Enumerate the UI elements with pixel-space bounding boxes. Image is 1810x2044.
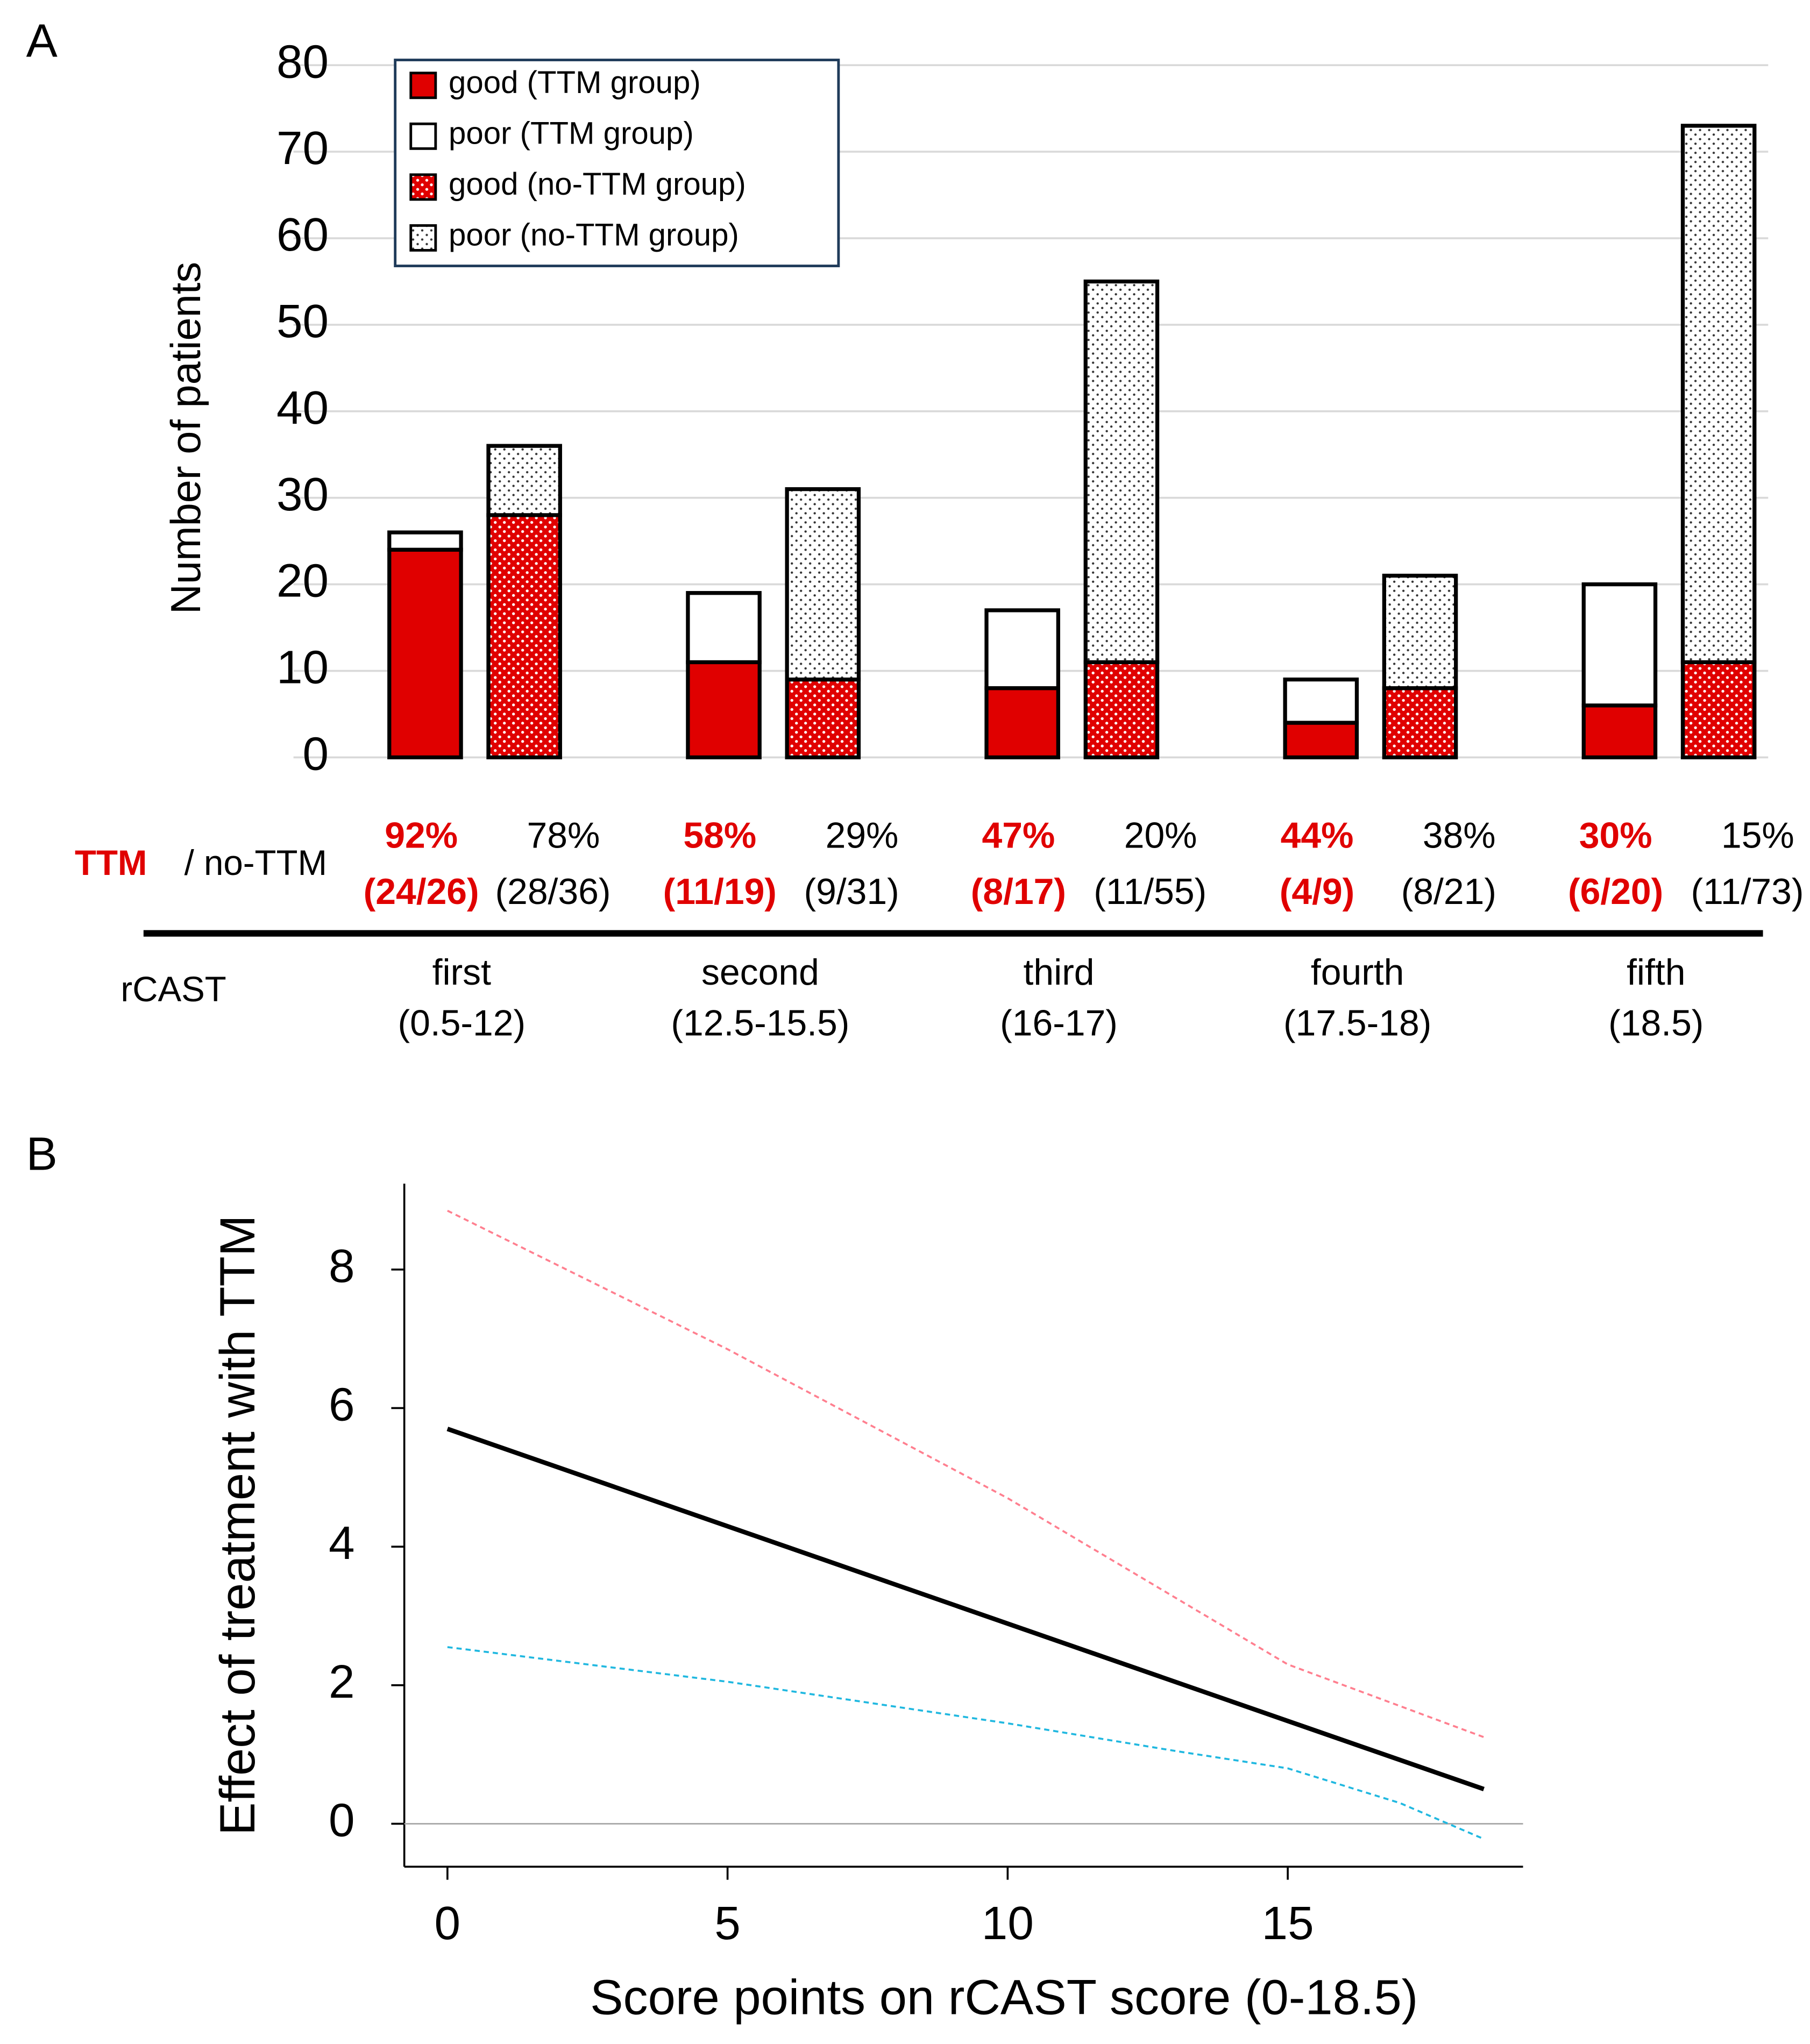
rate-label: (9/31) [804, 872, 899, 912]
rate-label: (6/20) [1568, 872, 1663, 912]
y-tick-label: 70 [276, 122, 329, 174]
rate-label: 20% [1124, 816, 1197, 856]
legend: good (TTM group) poor (TTM group) good (no… [394, 59, 840, 267]
rate-label: 15% [1721, 816, 1794, 856]
legend-label: good (no-TTM group) [449, 167, 746, 202]
rate-label: (8/17) [971, 872, 1066, 912]
x-tick-label: 5 [714, 1897, 741, 1949]
y-tick-label: 0 [303, 728, 329, 780]
confidence-band [447, 1209, 1485, 1739]
x-tick-label: 15 [1262, 1897, 1314, 1949]
rate-label: 92% [385, 816, 458, 856]
rate-label: (28/36) [495, 872, 611, 912]
bar [1680, 124, 1757, 665]
y-tick-label: 2 [329, 1656, 355, 1708]
y-tick-label: 30 [276, 468, 329, 521]
category-axis-label: rCAST [120, 970, 226, 1009]
bar [486, 444, 562, 517]
y-tick-label: 50 [276, 295, 329, 347]
rate-label: 58% [683, 816, 756, 856]
x-tick-label: (18.5) [1608, 1003, 1703, 1044]
y-axis-label: Number of patients [163, 262, 209, 614]
bar [1581, 582, 1658, 708]
x-tick-label: fifth [1627, 952, 1685, 993]
legend-label: poor (TTM group) [449, 116, 694, 151]
bar [785, 487, 861, 682]
bar [1083, 279, 1160, 665]
x-tick-label: second [701, 952, 819, 993]
rate-label: 29% [826, 816, 899, 856]
y-tick-label: 6 [329, 1379, 355, 1431]
x-tick-label: third [1024, 952, 1095, 993]
x-tick-label: (17.5-18) [1283, 1003, 1431, 1044]
y-tick-label: 80 [276, 35, 329, 88]
bar [1083, 660, 1160, 760]
x-tick-label: 0 [435, 1897, 461, 1949]
bar [1382, 686, 1458, 760]
rate-label: (8/21) [1401, 872, 1496, 912]
x-tick-label: first [432, 952, 491, 993]
legend-swatch [409, 173, 437, 201]
effect-line [446, 1427, 1485, 1792]
bar [1382, 573, 1458, 690]
bar [686, 591, 762, 665]
y-tick-label: 10 [276, 642, 329, 694]
bar [1680, 660, 1757, 760]
legend-label: poor (no-TTM group) [449, 218, 739, 253]
bar [984, 686, 1060, 760]
legend-swatch [409, 72, 437, 99]
rate-label: (11/73) [1691, 872, 1804, 912]
legend-label: good (TTM group) [449, 65, 701, 100]
rate-label: 30% [1579, 816, 1652, 856]
bar [387, 547, 463, 760]
bar [486, 513, 562, 760]
bar [1581, 703, 1658, 760]
y-tick-label: 40 [276, 382, 329, 434]
rate-label: 38% [1423, 816, 1496, 856]
y-tick-label: 4 [329, 1517, 355, 1569]
legend-box [394, 59, 840, 267]
rate-label: (4/9) [1280, 872, 1355, 912]
confidence-band [447, 1646, 1485, 1840]
bar [1283, 677, 1359, 725]
legend-swatch [409, 122, 437, 150]
panel-label: A [26, 15, 58, 67]
rate-label: (11/19) [663, 872, 777, 912]
bar [984, 608, 1060, 690]
x-tick-label: (0.5-12) [398, 1003, 526, 1044]
x-axis-label: Score points on rCAST score (0-18.5) [590, 1969, 1418, 2025]
y-tick-label: 0 [329, 1794, 355, 1846]
rate-label: 78% [527, 816, 600, 856]
y-tick-label: 20 [276, 555, 329, 607]
rate-label: (24/26) [364, 872, 479, 912]
rate-label: 47% [982, 816, 1055, 856]
panel-label: B [26, 1128, 58, 1180]
x-tick-label: (16-17) [1000, 1003, 1118, 1044]
x-tick-label: (12.5-15.5) [671, 1003, 849, 1044]
bar [686, 660, 762, 760]
rate-label: 44% [1281, 816, 1354, 856]
row-label: / no-TTM [184, 843, 327, 882]
row-label: TTM [75, 843, 147, 882]
y-tick-label: 60 [276, 209, 329, 261]
x-tick-label: fourth [1311, 952, 1404, 993]
rate-label: (11/55) [1094, 872, 1206, 912]
bar [1283, 721, 1359, 760]
bar [387, 530, 463, 552]
x-tick-label: 10 [982, 1897, 1034, 1949]
bar [785, 677, 861, 760]
y-tick-label: 8 [329, 1240, 355, 1292]
y-axis-label: Effect of treatment with TTM [210, 1215, 265, 1835]
legend-swatch [409, 224, 437, 252]
